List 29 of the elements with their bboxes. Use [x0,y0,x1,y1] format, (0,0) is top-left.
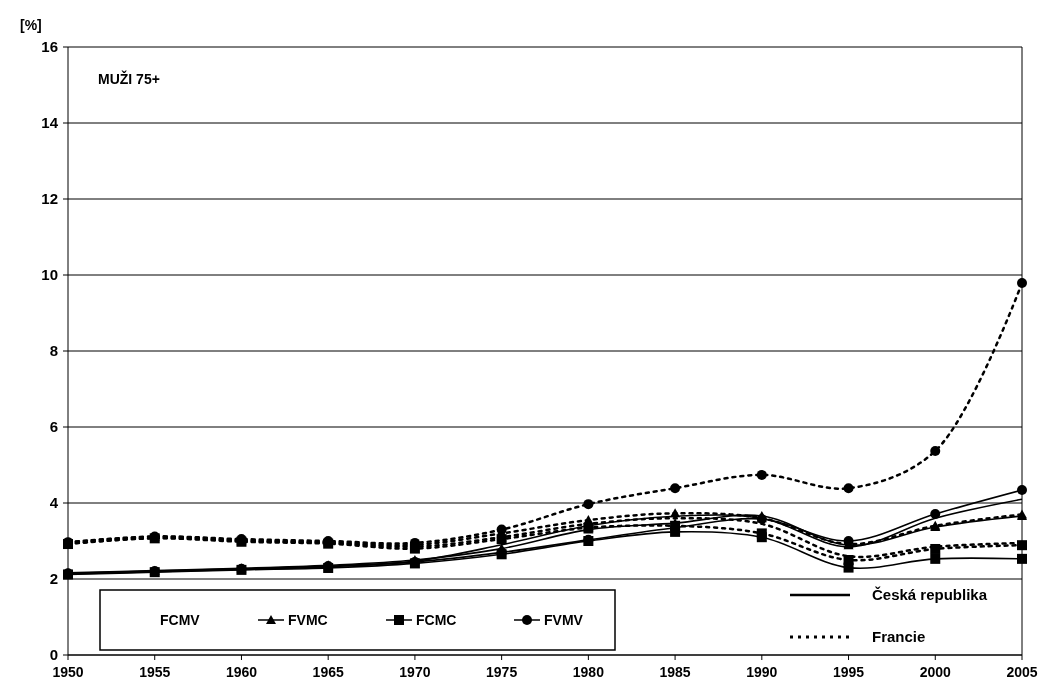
x-tick-label: 1980 [572,664,605,680]
legend-label: FVMC [288,611,328,628]
y-tick-label: 2 [49,570,58,588]
legend-label: FVMV [544,611,584,628]
y-tick-label: 6 [49,418,58,436]
y-tick-label: 10 [41,266,58,284]
y-tick-label: 0 [49,646,58,664]
y-tick-label: 8 [49,342,58,360]
x-tick-label: 1965 [312,664,344,680]
x-tick-label: 1995 [832,664,865,680]
annotation: Francie [872,628,926,646]
x-tick-label: 2005 [1006,664,1038,680]
x-tick-label: 1990 [746,664,778,680]
x-tick-label: 1985 [659,664,691,680]
text: FCMV [160,611,201,628]
annotation: Česká republika [872,586,988,604]
x-tick-label: 1960 [225,664,258,680]
x-tick-label: 2000 [919,664,952,680]
y-tick-label: 12 [41,190,58,208]
x-tick-label: 1950 [52,664,84,680]
text: MUŽI 75+ [98,70,160,87]
x-tick-label: 1975 [486,664,518,680]
y-tick-label: 16 [41,38,58,56]
y-tick-label: 14 [41,114,59,132]
x-tick-label: 1955 [139,664,171,680]
y-tick-label: 4 [49,494,59,512]
legend-label: FCMC [416,611,457,628]
x-tick-label: 1970 [399,664,431,680]
y-axis-title: [%] [20,17,42,33]
